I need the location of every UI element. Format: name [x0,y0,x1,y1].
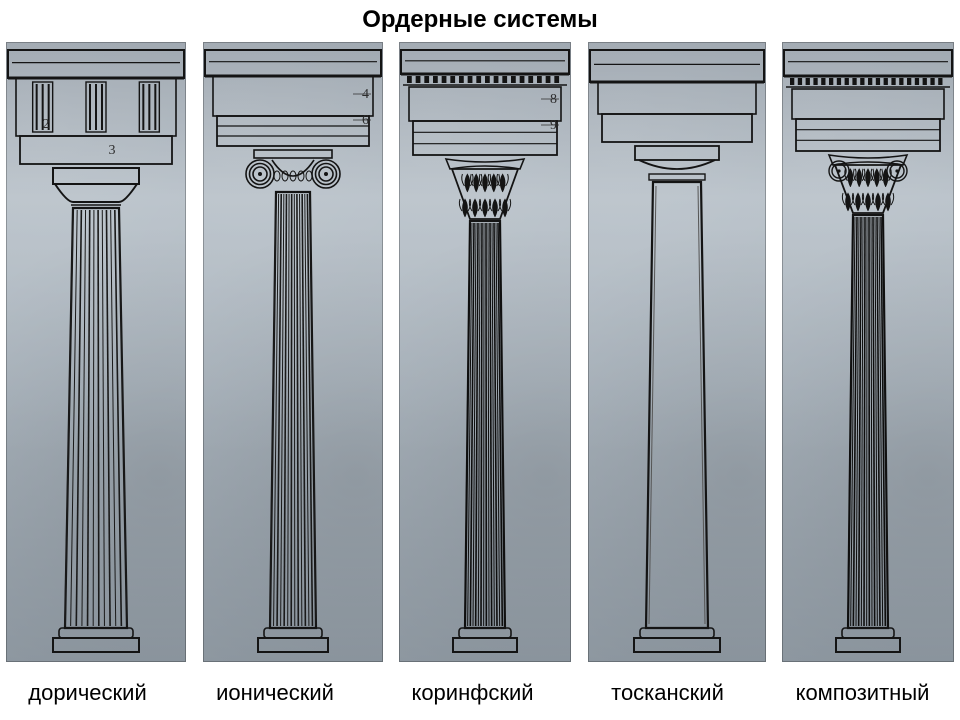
caption-tuscan: тосканский [570,680,765,716]
svg-text:9: 9 [550,118,557,133]
column-drawing-tuscan [588,42,766,662]
svg-text:8: 8 [550,92,557,107]
caption-composite: композитный [765,680,960,716]
column-panel-doric: 23 [6,42,186,662]
caption-row: дорическийионическийкоринфскийтосканский… [0,680,960,716]
column-panel-composite [782,42,954,662]
svg-text:6: 6 [362,113,369,128]
columns-row: 234689 [0,42,960,662]
column-panel-corinthian: 89 [399,42,571,662]
column-panel-tuscan [588,42,766,662]
column-drawing-doric: 23 [6,42,186,662]
column-drawing-corinthian: 89 [399,42,571,662]
page-root: Ордерные системы 234689 дорическийиониче… [0,0,960,720]
svg-text:4: 4 [362,87,369,102]
caption-ionic: ионический [175,680,375,716]
svg-text:2: 2 [43,117,50,132]
column-panel-ionic: 46 [203,42,383,662]
svg-text:3: 3 [109,143,116,158]
column-drawing-ionic: 46 [203,42,383,662]
page-title: Ордерные системы [0,6,960,34]
caption-corinthian: коринфский [375,680,570,716]
column-drawing-composite [782,42,954,662]
caption-doric: дорический [0,680,175,716]
